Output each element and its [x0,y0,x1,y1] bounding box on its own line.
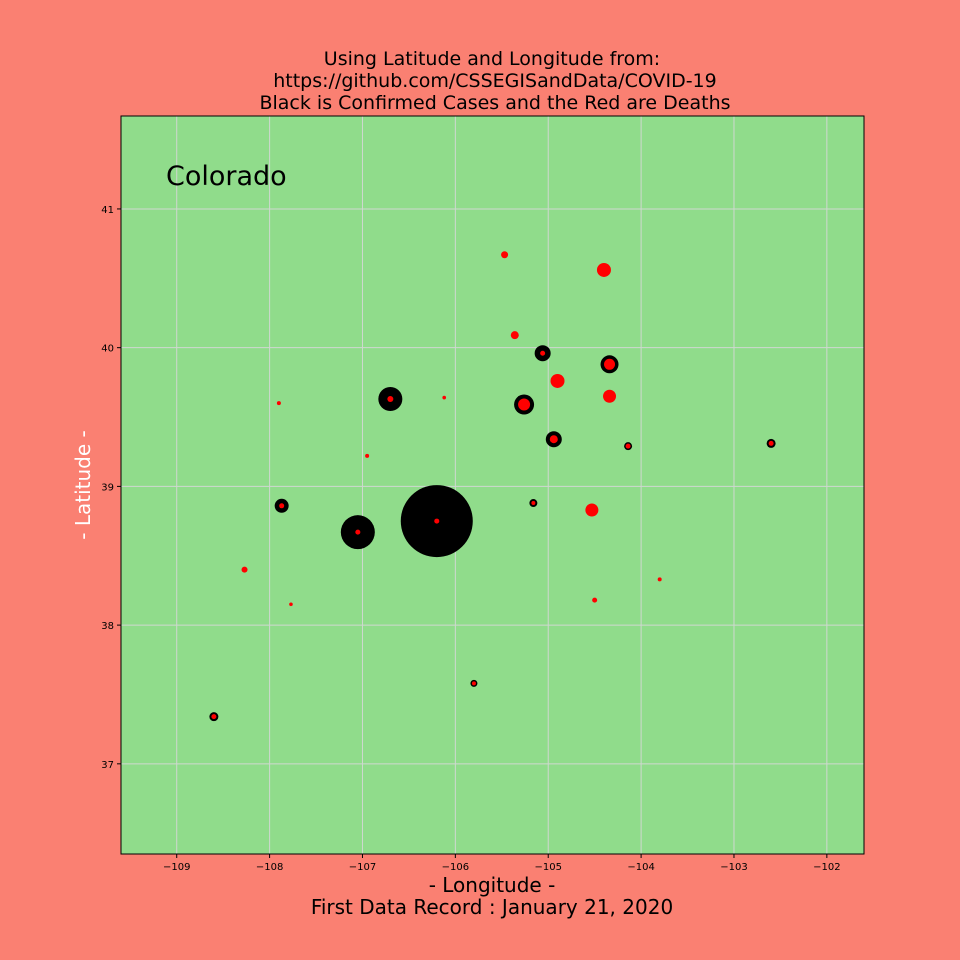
death-marker [434,518,440,524]
death-marker [768,440,774,446]
y-axis-label: - Latitude - [71,430,95,539]
y-tick-label: 40 [101,344,114,355]
title-line-3: Black is Confirmed Cases and the Red are… [259,92,730,114]
death-marker [387,395,394,402]
death-marker [279,503,285,509]
y-axis-ticks: 37 38 39 40 41 [101,205,121,771]
death-marker [289,602,293,607]
x-tick-label: −105 [534,862,561,873]
plot-annotation: Colorado [166,161,287,192]
death-marker [365,453,370,458]
death-marker [211,714,217,720]
plot-frame [120,115,865,855]
death-marker [531,501,536,506]
death-marker [471,681,476,686]
death-marker [657,577,662,582]
death-marker [585,503,599,517]
death-markers [211,251,774,720]
death-marker [442,395,447,400]
chart-title: Using Latitude and Longitude from: https… [259,48,730,114]
x-axis-ticks: −109 −108 −107 −106 −105 −104 −103 −102 [163,854,841,873]
death-marker [549,435,558,444]
death-marker [540,350,546,356]
death-marker [355,529,361,535]
death-marker [603,389,617,403]
y-tick-label: 39 [101,482,114,493]
death-marker [501,251,509,259]
death-marker [596,262,611,277]
title-line-1: Using Latitude and Longitude from: [324,48,660,70]
x-tick-label: −103 [720,862,747,873]
x-axis-sublabel: First Data Record : January 21, 2020 [311,895,673,919]
grid [121,116,864,854]
death-marker [604,358,616,370]
death-marker [592,597,598,603]
y-tick-label: 38 [101,621,114,632]
x-tick-label: −102 [813,862,840,873]
death-marker [510,331,519,340]
death-marker [241,566,248,573]
death-marker [276,401,281,406]
x-tick-label: −108 [256,862,283,873]
plot-area [121,116,864,854]
death-marker [518,398,531,411]
y-tick-label: 41 [101,205,114,216]
x-tick-label: −106 [442,862,469,873]
death-marker [625,443,631,449]
x-tick-label: −107 [349,862,376,873]
x-tick-label: −109 [163,862,190,873]
x-tick-label: −104 [627,862,654,873]
y-tick-label: 37 [101,760,114,771]
x-axis-label: - Longitude - [429,873,556,897]
death-marker [550,373,565,388]
title-line-2: https://github.com/CSSEGISandData/COVID-… [273,70,717,92]
